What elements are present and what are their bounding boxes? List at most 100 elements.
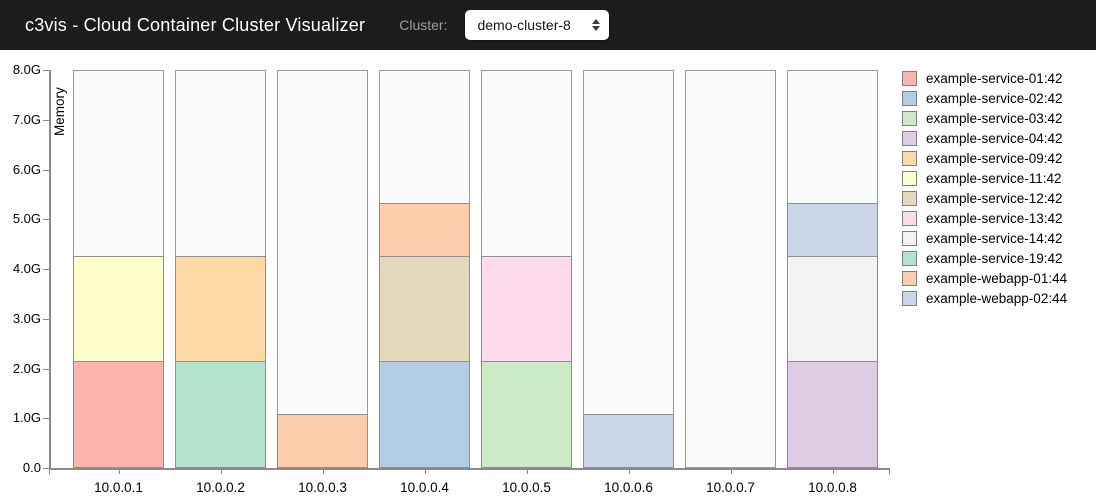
- legend-label: example-service-09:42: [926, 151, 1063, 166]
- legend-item: example-service-04:42: [902, 131, 1067, 146]
- legend-swatch: [902, 91, 917, 106]
- legend-swatch: [902, 251, 917, 266]
- legend-item: example-service-14:42: [902, 231, 1067, 246]
- bar-segment-example-service-13:42[interactable]: [481, 255, 572, 363]
- cluster-label: Cluster:: [399, 17, 448, 33]
- x-tick-label: 10.0.0.5: [502, 480, 551, 495]
- bar-segment-example-service-14:42[interactable]: [787, 255, 878, 363]
- bar-segment-example-service-04:42[interactable]: [787, 361, 878, 468]
- legend-swatch: [902, 171, 917, 186]
- y-axis-title: Memory: [52, 87, 67, 136]
- x-tick-label: 10.0.0.1: [94, 480, 143, 495]
- legend-swatch: [902, 151, 917, 166]
- legend-item: example-service-01:42: [902, 71, 1067, 86]
- legend-item: example-webapp-01:44: [902, 271, 1067, 286]
- legend-swatch: [902, 211, 917, 226]
- legend-label: example-service-13:42: [926, 211, 1063, 226]
- legend-swatch: [902, 291, 917, 306]
- bar-10.0.0.2[interactable]: [175, 70, 266, 468]
- y-tick-label: 7.0G: [12, 111, 41, 127]
- bar-10.0.0.1[interactable]: [73, 70, 164, 468]
- y-tick-label: 6.0G: [12, 161, 41, 177]
- bar-10.0.0.5[interactable]: [481, 70, 572, 468]
- legend-item: example-service-09:42: [902, 151, 1067, 166]
- legend-item: example-service-02:42: [902, 91, 1067, 106]
- bar-segment-example-webapp-02:44[interactable]: [583, 414, 674, 468]
- bar-segment-example-service-03:42[interactable]: [481, 361, 572, 468]
- cluster-select-value: demo-cluster-8: [477, 17, 571, 33]
- legend-label: example-service-12:42: [926, 191, 1063, 206]
- y-tick-label: 0.0: [22, 460, 41, 475]
- y-tick-label: 4.0G: [12, 261, 41, 276]
- bar-segment-example-service-01:42[interactable]: [73, 361, 164, 468]
- legend-label: example-service-02:42: [926, 91, 1063, 106]
- x-tick-label: 10.0.0.2: [196, 480, 245, 495]
- y-tick-mark: [43, 418, 49, 420]
- y-tick-mark: [43, 269, 49, 270]
- x-tick-mark: [220, 468, 222, 474]
- memory-stacked-bar-chart: Memory example-service-01:42 example-serv…: [0, 50, 1096, 502]
- x-tick-mark: [628, 468, 630, 474]
- y-tick-label: 3.0G: [12, 310, 41, 326]
- x-tick-mark: [832, 468, 834, 474]
- legend-label: example-service-19:42: [926, 251, 1063, 266]
- legend-label: example-webapp-01:44: [926, 271, 1068, 286]
- legend-label: example-service-01:42: [926, 71, 1063, 86]
- x-axis-line: [49, 468, 890, 470]
- x-axis-endcap-left: [49, 468, 50, 475]
- cluster-select[interactable]: demo-cluster-8: [465, 10, 610, 40]
- legend-swatch: [902, 131, 917, 146]
- bar-segment-example-service-19:42[interactable]: [175, 361, 266, 468]
- y-tick-label: 8.0G: [12, 62, 41, 77]
- bar-segment-example-service-12:42[interactable]: [379, 255, 470, 363]
- bar-10.0.0.3[interactable]: [277, 70, 368, 468]
- legend-label: example-service-04:42: [926, 131, 1063, 146]
- y-tick-mark: [43, 368, 49, 370]
- bar-segment-example-webapp-02:44[interactable]: [787, 202, 878, 257]
- x-tick-mark: [322, 468, 324, 474]
- x-axis-endcap-right: [889, 468, 890, 475]
- legend-swatch: [902, 111, 917, 126]
- bar-10.0.0.4[interactable]: [379, 70, 470, 468]
- y-tick-mark: [43, 219, 49, 221]
- app-header: c3vis - Cloud Container Cluster Visualiz…: [0, 0, 1096, 50]
- legend-item: example-service-12:42: [902, 191, 1067, 206]
- legend-item: example-service-19:42: [902, 251, 1067, 266]
- y-tick-mark: [43, 70, 49, 71]
- bar-segment-example-service-02:42[interactable]: [379, 361, 470, 468]
- y-tick-mark: [43, 468, 49, 469]
- x-tick-mark: [526, 468, 528, 474]
- y-tick-label: 1.0G: [12, 410, 41, 426]
- bar-segment-example-service-11:42[interactable]: [73, 255, 164, 363]
- y-tick-label: 2.0G: [12, 360, 41, 376]
- x-tick-label: 10.0.0.4: [400, 480, 449, 495]
- bar-segment-example-webapp-01:44[interactable]: [379, 202, 470, 257]
- x-tick-mark: [424, 468, 426, 474]
- x-tick-label: 10.0.0.8: [808, 480, 857, 495]
- legend-label: example-service-11:42: [926, 171, 1062, 186]
- bar-10.0.0.6[interactable]: [583, 70, 674, 468]
- x-tick-label: 10.0.0.7: [706, 480, 755, 495]
- y-tick-mark: [43, 119, 49, 121]
- legend-item: example-service-03:42: [902, 111, 1067, 126]
- x-tick-mark: [118, 468, 120, 474]
- bar-10.0.0.8[interactable]: [787, 70, 878, 468]
- y-tick-mark: [43, 318, 49, 320]
- chart-legend: example-service-01:42 example-service-02:…: [902, 71, 1067, 311]
- x-tick-label: 10.0.0.6: [604, 480, 653, 495]
- x-tick-label: 10.0.0.3: [298, 480, 347, 495]
- y-tick-mark: [43, 169, 49, 171]
- app-title: c3vis - Cloud Container Cluster Visualiz…: [25, 14, 366, 35]
- legend-label: example-webapp-02:44: [926, 291, 1068, 306]
- bar-segment-example-webapp-01:44[interactable]: [277, 414, 368, 468]
- x-tick-mark: [730, 468, 732, 474]
- legend-item: example-webapp-02:44: [902, 291, 1067, 306]
- bar-10.0.0.7[interactable]: [685, 70, 776, 468]
- y-axis-line: [49, 70, 51, 468]
- legend-swatch: [902, 231, 917, 246]
- legend-label: example-service-14:42: [926, 231, 1063, 246]
- bar-segment-example-service-09:42[interactable]: [175, 255, 266, 363]
- legend-swatch: [902, 191, 917, 206]
- select-updown-icon: [592, 19, 601, 31]
- legend-label: example-service-03:42: [926, 111, 1063, 126]
